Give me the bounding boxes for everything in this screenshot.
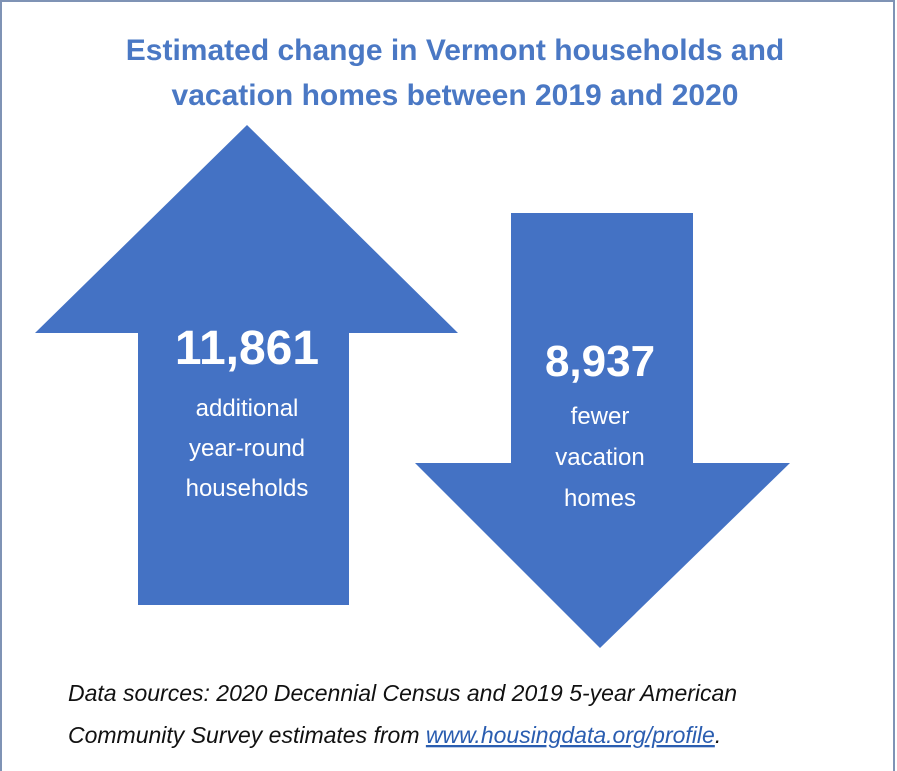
source-text: Community Survey estimates from [68,722,426,748]
up-arrow [35,125,458,605]
decrease-label: vacation [555,444,644,471]
increase-label: year-round [189,435,305,462]
increase-label: households [186,475,309,502]
decrease-label: fewer [571,403,630,430]
increase-number: 11,861 [175,322,319,375]
source-line: Community Survey estimates from www.hous… [68,722,721,748]
source-line: Data sources: 2020 Decennial Census and … [68,680,737,706]
down-arrow [415,213,790,648]
source-text: . [715,722,721,748]
source-link[interactable]: www.housingdata.org/profile [426,722,715,748]
title-line: Estimated change in Vermont households a… [126,34,784,67]
decrease-number: 8,937 [545,337,655,386]
decrease-label: homes [564,485,636,512]
increase-label: additional [196,395,299,422]
title-line: vacation homes between 2019 and 2020 [172,79,739,112]
